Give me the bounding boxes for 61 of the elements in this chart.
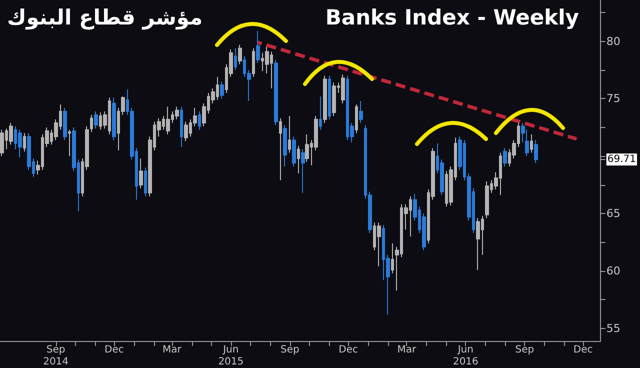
y-tick-label: 75 bbox=[606, 92, 620, 106]
candlestick bbox=[355, 104, 358, 134]
x-tick-label: Dec bbox=[338, 344, 358, 356]
candlestick bbox=[0, 129, 4, 157]
candlestick bbox=[94, 110, 98, 130]
chart-title: Banks Index - Weekly bbox=[325, 6, 580, 30]
candlestick bbox=[485, 180, 489, 219]
candlestick bbox=[68, 129, 71, 157]
x-tick-label: Jun 2016 bbox=[452, 344, 478, 368]
candlestick bbox=[139, 158, 143, 189]
candlestick bbox=[144, 167, 147, 197]
x-tick-label: Sep bbox=[280, 344, 300, 356]
candlestick bbox=[503, 148, 507, 167]
y-tick-label: 80 bbox=[606, 34, 620, 48]
candlestick bbox=[476, 218, 480, 270]
candlestick bbox=[63, 107, 67, 141]
candlestick bbox=[305, 134, 309, 162]
candlestick bbox=[328, 75, 331, 120]
candlestick bbox=[198, 110, 201, 130]
y-tick-label: 65 bbox=[606, 207, 620, 220]
candlestick bbox=[292, 136, 296, 167]
x-tick-label: Mar bbox=[162, 344, 182, 356]
candlestick bbox=[252, 48, 255, 78]
candlestick bbox=[18, 129, 22, 158]
candlestick bbox=[323, 75, 327, 124]
candlestick bbox=[220, 81, 224, 100]
candlestick bbox=[184, 121, 188, 142]
y-tick-label: 60 bbox=[606, 264, 620, 278]
candlestick bbox=[377, 222, 381, 267]
candlestick bbox=[530, 134, 533, 154]
chart-subtitle: مؤشر قطاع البنوك bbox=[7, 6, 203, 30]
candlestick bbox=[238, 44, 242, 65]
candlestick bbox=[534, 140, 538, 164]
candlestick bbox=[332, 82, 336, 116]
candlestick bbox=[319, 96, 322, 130]
candlestick bbox=[391, 242, 394, 274]
candlestick bbox=[359, 100, 363, 124]
candlestick bbox=[175, 106, 179, 120]
candlestick bbox=[9, 122, 13, 146]
candlestick bbox=[90, 114, 93, 133]
y-tick-label: 69.71 bbox=[607, 154, 636, 165]
y-tick-label: 55 bbox=[606, 322, 620, 335]
candlestick bbox=[274, 59, 278, 126]
x-tick-label: Mar bbox=[397, 344, 417, 356]
candlestick bbox=[234, 48, 237, 71]
candlestick bbox=[180, 106, 183, 148]
candlestick bbox=[283, 124, 287, 167]
candlestick bbox=[301, 148, 305, 194]
candlestick bbox=[256, 30, 260, 64]
x-tick-label: Dec bbox=[573, 344, 593, 356]
candlestick bbox=[166, 106, 170, 135]
x-tick-label: Sep 2014 bbox=[43, 344, 69, 368]
candlestick bbox=[279, 118, 282, 181]
x-tick-label: Jun 2015 bbox=[218, 344, 244, 368]
candlestick bbox=[297, 145, 300, 174]
candlestick bbox=[288, 115, 291, 154]
x-tick-label: Dec bbox=[104, 344, 124, 356]
candlestick bbox=[23, 132, 26, 152]
x-tick-label: Sep bbox=[515, 344, 534, 356]
candlestick bbox=[112, 97, 116, 141]
candlestick bbox=[341, 74, 345, 104]
